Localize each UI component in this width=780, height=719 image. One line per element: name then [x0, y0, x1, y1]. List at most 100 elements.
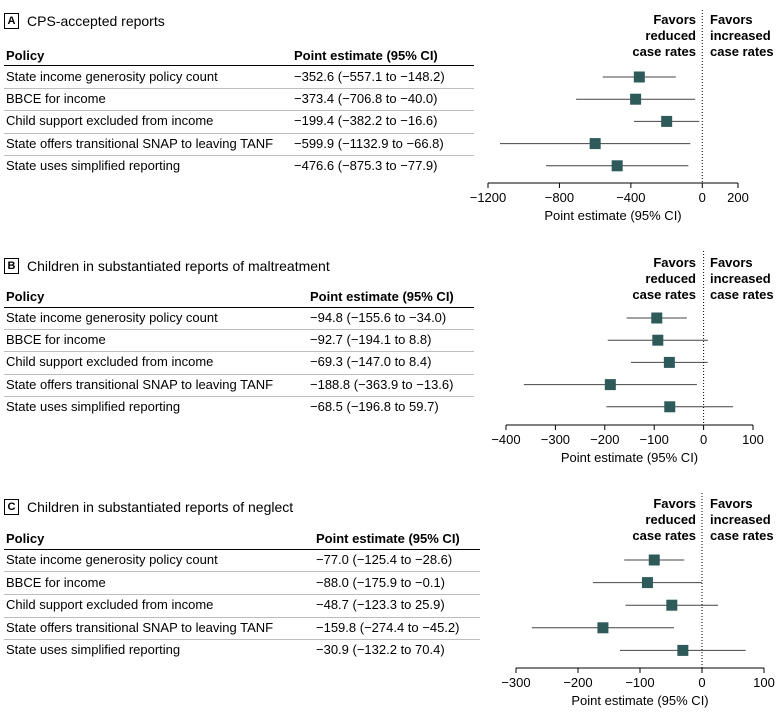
- point-estimate-marker: [677, 644, 689, 656]
- point-estimate-marker: [611, 160, 623, 172]
- policy-cell: Child support excluded from income: [6, 113, 214, 129]
- policy-cell: State income generosity policy count: [6, 310, 218, 325]
- policy-header: Policy: [6, 531, 45, 546]
- panel-title: Children in substantiated reports of mal…: [27, 258, 330, 274]
- forest-plot: −1200 −800 −400 0 200 Point estimate (95% CI): [470, 10, 749, 223]
- row-divider: [4, 373, 474, 375]
- row-divider: [4, 88, 474, 90]
- x-tick-label: 0: [700, 432, 707, 447]
- point-estimate-marker: [641, 577, 653, 589]
- policy-cell: Child support excluded from income: [6, 354, 214, 370]
- row-divider: [4, 395, 474, 397]
- point-estimate-marker: [663, 356, 675, 368]
- row-divider: [4, 329, 474, 331]
- row-divider: [4, 351, 474, 353]
- point-estimate-marker: [633, 71, 645, 83]
- point-estimate-marker: [661, 115, 673, 127]
- x-tick-label: 100: [742, 432, 764, 447]
- panel-b: B Children in substantiated reports of m…: [0, 241, 780, 476]
- policy-cell: State offers transitional SNAP to leavin…: [6, 376, 274, 392]
- point-estimate-marker: [604, 379, 616, 391]
- forest-plot: −300 −200 −100 0 100 Point estimate (95% CI): [501, 493, 775, 708]
- header-rule: [4, 307, 474, 308]
- policy-cell: State income generosity policy count: [6, 552, 218, 567]
- policy-cell: State offers transitional SNAP to leavin…: [6, 619, 274, 635]
- estimate-cell: −352.6 (−557.1 to −148.2): [294, 69, 445, 84]
- policy-cell: BBCE for income: [6, 332, 106, 348]
- point-estimate-marker: [666, 599, 678, 611]
- favors-reduced-label: Favors reduced case rates: [632, 12, 696, 59]
- row-divider: [4, 132, 474, 134]
- panel-title: Children in substantiated reports of neg…: [27, 499, 294, 515]
- x-tick-label: −200: [563, 675, 592, 690]
- point-estimate-marker: [589, 138, 601, 150]
- row-divider: [4, 110, 474, 112]
- estimate-cell: −599.9 (−1132.9 to −66.8): [294, 135, 444, 151]
- x-tick-label: −300: [501, 675, 530, 690]
- forest-plot: −400 −300 −200 −100 0 100 Point estimate (95% …: [491, 251, 764, 465]
- point-estimate-marker: [651, 312, 663, 324]
- panel-a: A CPS-accepted reports Policy Point esti…: [0, 0, 780, 235]
- row-divider: [4, 571, 480, 573]
- x-tick-label: −100: [625, 675, 654, 690]
- panel-label: B: [4, 258, 19, 274]
- favors-reduced-label: Favors reduced case rates: [632, 255, 696, 302]
- estimate-cell: −94.8 (−155.6 to −34.0): [310, 310, 447, 325]
- estimate-cell: −373.4 (−706.8 to −40.0): [294, 91, 438, 107]
- policy-cell: State uses simplified reporting: [6, 398, 181, 414]
- policy-cell: State uses simplified reporting: [6, 642, 181, 658]
- x-tick-label: −400: [616, 190, 645, 205]
- estimate-cell: −188.8 (−363.9 to −13.6): [310, 376, 454, 392]
- policy-header: Policy: [6, 289, 45, 304]
- row-divider: [4, 154, 474, 156]
- policy-cell: BBCE for income: [6, 91, 106, 107]
- estimate-cell: −48.7 (−123.3 to 25.9): [316, 597, 445, 613]
- estimate-cell: −92.7 (−194.1 to 8.8): [310, 332, 432, 348]
- x-tick-label: 100: [753, 675, 775, 690]
- x-tick-label: 0: [699, 190, 706, 205]
- x-axis-label: Point estimate (95% CI): [544, 208, 681, 223]
- favors-increased-label: Favors increased case rates: [710, 255, 774, 302]
- x-tick-label: 200: [727, 190, 749, 205]
- policy-cell: State income generosity policy count: [6, 69, 218, 84]
- panel-label: A: [4, 13, 19, 29]
- point-estimate-marker: [630, 93, 642, 105]
- estimate-cell: −199.4 (−382.2 to −16.6): [294, 113, 438, 129]
- x-tick-label: −300: [541, 432, 570, 447]
- row-divider: [4, 616, 480, 618]
- point-estimate-marker: [652, 334, 664, 346]
- estimate-cell: −30.9 (−132.2 to 70.4): [316, 642, 445, 658]
- policy-header: Policy: [6, 48, 45, 63]
- favors-increased-label: Favors increased case rates: [710, 496, 774, 543]
- policy-cell: Child support excluded from income: [6, 597, 214, 613]
- panel-label: C: [4, 499, 19, 515]
- favors-increased-label: Favors increased case rates: [710, 12, 774, 59]
- point-estimate-marker: [597, 622, 609, 634]
- estimate-header: Point estimate (95% CI): [294, 48, 438, 63]
- estimate-cell: −159.8 (−274.4 to −45.2): [316, 619, 460, 635]
- x-tick-label: −400: [491, 432, 520, 447]
- point-estimate-marker: [648, 554, 660, 566]
- estimate-header: Point estimate (95% CI): [316, 531, 460, 546]
- favors-reduced-label: Favors reduced case rates: [632, 496, 696, 543]
- estimate-header: Point estimate (95% CI): [310, 289, 454, 304]
- x-tick-label: −200: [590, 432, 619, 447]
- estimate-cell: −88.0 (−175.9 to −0.1): [316, 574, 446, 590]
- estimate-cell: −476.6 (−875.3 to −77.9): [294, 157, 438, 173]
- policy-cell: State uses simplified reporting: [6, 157, 181, 173]
- header-rule: [4, 549, 480, 550]
- estimate-cell: −77.0 (−125.4 to −28.6): [316, 552, 453, 567]
- policy-cell: BBCE for income: [6, 574, 106, 590]
- row-divider: [4, 593, 480, 595]
- x-axis-label: Point estimate (95% CI): [561, 450, 698, 465]
- x-tick-label: −100: [640, 432, 669, 447]
- header-rule: [4, 65, 474, 66]
- panel-title: CPS-accepted reports: [27, 13, 165, 29]
- estimate-cell: −68.5 (−196.8 to 59.7): [310, 398, 439, 414]
- point-estimate-marker: [664, 401, 676, 413]
- x-tick-label: 0: [698, 675, 705, 690]
- estimate-cell: −69.3 (−147.0 to 8.4): [310, 354, 432, 370]
- row-divider: [4, 639, 480, 641]
- x-tick-label: −800: [545, 190, 574, 205]
- panel-c: C Children in substantiated reports of n…: [0, 483, 780, 719]
